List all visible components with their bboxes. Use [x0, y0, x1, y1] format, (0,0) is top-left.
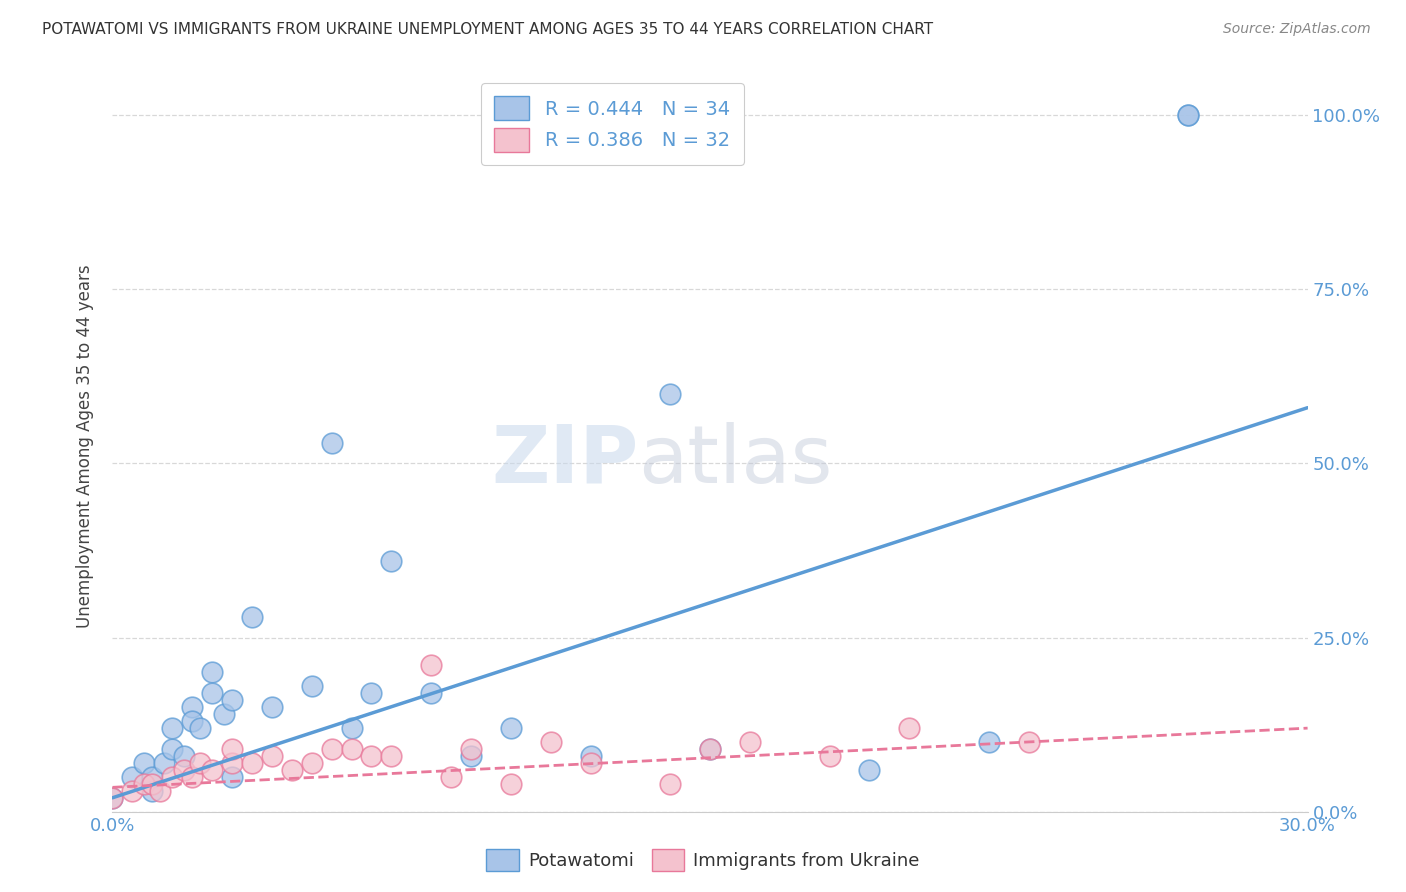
Point: [181, 770, 204, 784]
Point: [121, 770, 143, 784]
Point: [1177, 108, 1199, 122]
Point: [301, 679, 323, 693]
Point: [340, 721, 363, 735]
Point: [173, 749, 195, 764]
Point: [1018, 735, 1040, 749]
Point: [162, 721, 183, 735]
Point: [380, 749, 402, 764]
Text: ZIP: ZIP: [491, 422, 638, 500]
Point: [579, 756, 602, 770]
Point: [201, 763, 224, 777]
Legend: R = 0.444   N = 34, R = 0.386   N = 32: R = 0.444 N = 34, R = 0.386 N = 32: [481, 83, 744, 165]
Point: [281, 763, 304, 777]
Point: [149, 784, 172, 798]
Point: [460, 742, 482, 756]
Point: [240, 756, 263, 770]
Point: [221, 770, 243, 784]
Text: POTAWATOMI VS IMMIGRANTS FROM UKRAINE UNEMPLOYMENT AMONG AGES 35 TO 44 YEARS COR: POTAWATOMI VS IMMIGRANTS FROM UKRAINE UN…: [42, 22, 934, 37]
Point: [360, 686, 382, 700]
Point: [699, 742, 721, 756]
Point: [420, 686, 443, 700]
Point: [659, 777, 682, 791]
Point: [440, 770, 463, 784]
Point: [301, 756, 323, 770]
Point: [738, 735, 761, 749]
Point: [659, 386, 682, 401]
Point: [141, 770, 163, 784]
Point: [101, 790, 124, 805]
Point: [153, 756, 176, 770]
Point: [141, 784, 163, 798]
Point: [321, 435, 343, 450]
Point: [1177, 108, 1199, 122]
Point: [898, 721, 921, 735]
Point: [188, 756, 211, 770]
Point: [460, 749, 482, 764]
Point: [699, 742, 721, 756]
Point: [540, 735, 562, 749]
Point: [858, 763, 880, 777]
Point: [181, 714, 204, 728]
Point: [141, 777, 163, 791]
Text: Source: ZipAtlas.com: Source: ZipAtlas.com: [1223, 22, 1371, 37]
Point: [240, 609, 263, 624]
Point: [221, 742, 243, 756]
Point: [360, 749, 382, 764]
Point: [134, 777, 156, 791]
Point: [201, 686, 224, 700]
Point: [321, 742, 343, 756]
Point: [499, 721, 522, 735]
Point: [101, 790, 124, 805]
Point: [121, 784, 143, 798]
Point: [380, 554, 402, 568]
Point: [221, 756, 243, 770]
Point: [579, 749, 602, 764]
Point: [173, 763, 195, 777]
Point: [212, 707, 235, 722]
Text: atlas: atlas: [638, 422, 832, 500]
Point: [260, 700, 283, 714]
Point: [260, 749, 283, 764]
Legend: Potawatomi, Immigrants from Ukraine: Potawatomi, Immigrants from Ukraine: [479, 842, 927, 879]
Y-axis label: Unemployment Among Ages 35 to 44 years: Unemployment Among Ages 35 to 44 years: [76, 264, 94, 628]
Point: [188, 721, 211, 735]
Point: [340, 742, 363, 756]
Point: [134, 756, 156, 770]
Point: [818, 749, 841, 764]
Point: [420, 658, 443, 673]
Point: [162, 742, 183, 756]
Point: [201, 665, 224, 680]
Point: [499, 777, 522, 791]
Point: [977, 735, 1000, 749]
Point: [181, 700, 204, 714]
Point: [162, 770, 183, 784]
Point: [221, 693, 243, 707]
